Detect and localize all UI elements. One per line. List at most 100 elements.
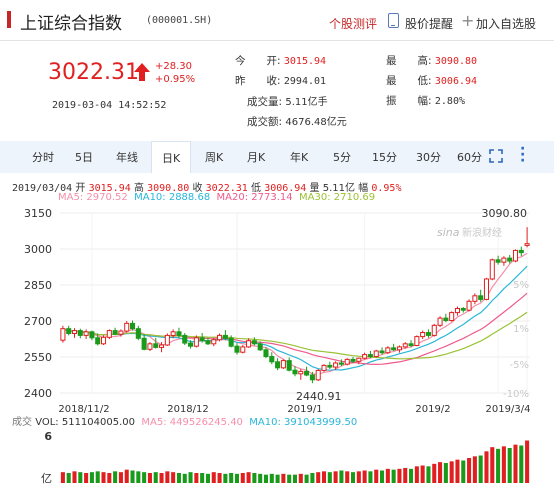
ma30-label: MA30: 2710.69 bbox=[299, 192, 376, 203]
volume-bar bbox=[461, 460, 466, 483]
kline-chart[interactable]: 3150 3000 2850 2700 2550 2400 5% 1% -5% -10% 201… bbox=[0, 200, 554, 485]
volume-bar bbox=[142, 472, 147, 483]
plus-icon[interactable]: + bbox=[461, 11, 475, 30]
volume-value: 5.11亿手 bbox=[285, 97, 328, 108]
kinfo-amp: 0.95% bbox=[371, 183, 402, 194]
volume-bar bbox=[84, 473, 89, 483]
candle-body bbox=[391, 347, 397, 351]
volume-bar bbox=[368, 471, 373, 483]
vol-unit-label: 亿 bbox=[41, 472, 52, 485]
candle-body bbox=[333, 362, 339, 368]
candle-body bbox=[182, 334, 188, 344]
vol-ma10: MA10: 391043999.50 bbox=[249, 417, 358, 428]
tab-60min[interactable]: 60分 bbox=[457, 151, 482, 164]
volume-bar bbox=[449, 461, 454, 483]
candle-body bbox=[251, 340, 257, 345]
price-alert-link[interactable]: 股价提醒 bbox=[405, 17, 454, 31]
vol-ma5: MA5: 449526245.40 bbox=[141, 417, 243, 428]
volume-bar bbox=[362, 470, 367, 483]
open-value: 3015.94 bbox=[283, 56, 327, 67]
candle-body bbox=[350, 358, 356, 362]
prev-close-value: 2994.01 bbox=[283, 76, 327, 87]
candle-body bbox=[112, 330, 118, 335]
phone-icon[interactable] bbox=[388, 13, 399, 28]
candle-body bbox=[135, 328, 141, 339]
tab-weekly-k[interactable]: 周K bbox=[205, 151, 224, 164]
tab-30min[interactable]: 30分 bbox=[416, 151, 441, 164]
stock-ratings-link[interactable]: 个股测评 bbox=[329, 17, 378, 31]
candle-body bbox=[512, 249, 519, 262]
volume-bar bbox=[72, 471, 77, 483]
volume-bar bbox=[159, 473, 164, 483]
volume-bar bbox=[229, 473, 234, 483]
volume-bar bbox=[287, 474, 292, 483]
candle-body bbox=[83, 331, 89, 336]
change-percent: +0.95% bbox=[155, 74, 196, 85]
volume-bar bbox=[327, 472, 332, 483]
volume-bar bbox=[89, 472, 94, 483]
open-label: 今 开: bbox=[235, 55, 281, 67]
candle-body bbox=[472, 295, 478, 302]
volume-bar bbox=[113, 471, 118, 483]
candle-body bbox=[396, 346, 402, 351]
volume-info: 成交 VOL: 511104005.00 MA5: 449526245.40 M… bbox=[12, 413, 357, 428]
candle-body bbox=[95, 337, 101, 345]
candle-body bbox=[454, 308, 460, 314]
amount-row: 成交额: 4676.48亿元 bbox=[247, 113, 347, 129]
header-divider bbox=[0, 40, 554, 41]
volume-bar bbox=[467, 458, 472, 483]
volume-bar bbox=[130, 470, 135, 483]
watermark: 新浪财经 bbox=[462, 226, 502, 239]
add-watchlist-link[interactable]: 加入自选股 bbox=[476, 17, 537, 31]
volume-bar bbox=[234, 473, 240, 483]
tab-year-line[interactable]: 年线 bbox=[116, 151, 138, 164]
period-tabs: 分时 5日 年线 日K 周K 月K 年K 5分 15分 30分 60分 bbox=[0, 141, 554, 173]
candle-body bbox=[379, 350, 385, 354]
tab-5min[interactable]: 5分 bbox=[333, 151, 351, 164]
volume-bar bbox=[432, 463, 437, 483]
tab-timeshare[interactable]: 分时 bbox=[32, 151, 54, 164]
tab-5day[interactable]: 5日 bbox=[75, 151, 93, 164]
volume-bar bbox=[95, 471, 100, 483]
volume-bar bbox=[310, 473, 315, 483]
x-tick-label: 2018/12 bbox=[167, 404, 209, 415]
kinfo-low: 3006.94 bbox=[264, 183, 307, 194]
kinfo-high: 3090.80 bbox=[147, 183, 190, 194]
candle-body bbox=[460, 308, 466, 311]
tab-yearly-k[interactable]: 年K bbox=[290, 151, 309, 164]
candle-body bbox=[286, 360, 292, 371]
volume-axis-labels: 6亿 bbox=[41, 430, 52, 485]
prev-close-row: 昨 收: 2994.01 bbox=[235, 73, 326, 88]
high-value: 3090.80 bbox=[434, 56, 478, 67]
y-tick-label: 2700 bbox=[24, 315, 52, 328]
tab-15min[interactable]: 15分 bbox=[372, 151, 397, 164]
fullscreen-icon[interactable] bbox=[489, 149, 503, 163]
volume-bar bbox=[223, 473, 228, 483]
up-arrow-icon bbox=[134, 63, 150, 81]
candle-body bbox=[124, 322, 130, 332]
candle-body bbox=[269, 356, 275, 363]
volume-bar bbox=[66, 473, 71, 483]
pct-tick-label: -10% bbox=[503, 389, 529, 400]
tab-monthly-k[interactable]: 月K bbox=[247, 151, 266, 164]
volume-bar bbox=[205, 473, 210, 483]
sina-logo-icon: sina bbox=[437, 226, 460, 239]
candle-body bbox=[309, 374, 315, 381]
tab-daily-k[interactable]: 日K bbox=[151, 141, 192, 173]
more-vertical-icon[interactable]: · · · bbox=[520, 141, 526, 169]
candle-body bbox=[356, 357, 362, 362]
candle-body bbox=[431, 324, 437, 336]
ma30-line bbox=[62, 311, 528, 360]
volume-bar bbox=[275, 474, 280, 483]
volume-bar bbox=[107, 473, 112, 483]
candle-body bbox=[321, 364, 327, 371]
volume-bar bbox=[246, 472, 251, 483]
candle-body bbox=[466, 300, 472, 311]
title-marker bbox=[7, 11, 11, 28]
volume-bar bbox=[333, 471, 338, 483]
volume-bar bbox=[501, 446, 506, 483]
candle-body bbox=[327, 364, 333, 368]
candle-body bbox=[304, 370, 310, 376]
kinfo-open: 3015.94 bbox=[88, 183, 131, 194]
kinfo-close-label: 收 bbox=[192, 183, 203, 194]
